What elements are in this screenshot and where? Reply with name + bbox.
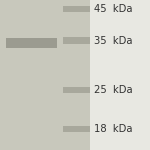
FancyBboxPatch shape	[6, 38, 57, 48]
Text: 45  kDa: 45 kDa	[94, 4, 133, 14]
FancyBboxPatch shape	[63, 87, 90, 93]
FancyBboxPatch shape	[63, 6, 90, 12]
Text: 35  kDa: 35 kDa	[94, 36, 133, 45]
FancyBboxPatch shape	[0, 0, 90, 150]
FancyBboxPatch shape	[90, 0, 150, 150]
Text: 25  kDa: 25 kDa	[94, 85, 133, 95]
Text: 18  kDa: 18 kDa	[94, 124, 133, 134]
FancyBboxPatch shape	[63, 126, 90, 132]
FancyBboxPatch shape	[63, 37, 90, 44]
